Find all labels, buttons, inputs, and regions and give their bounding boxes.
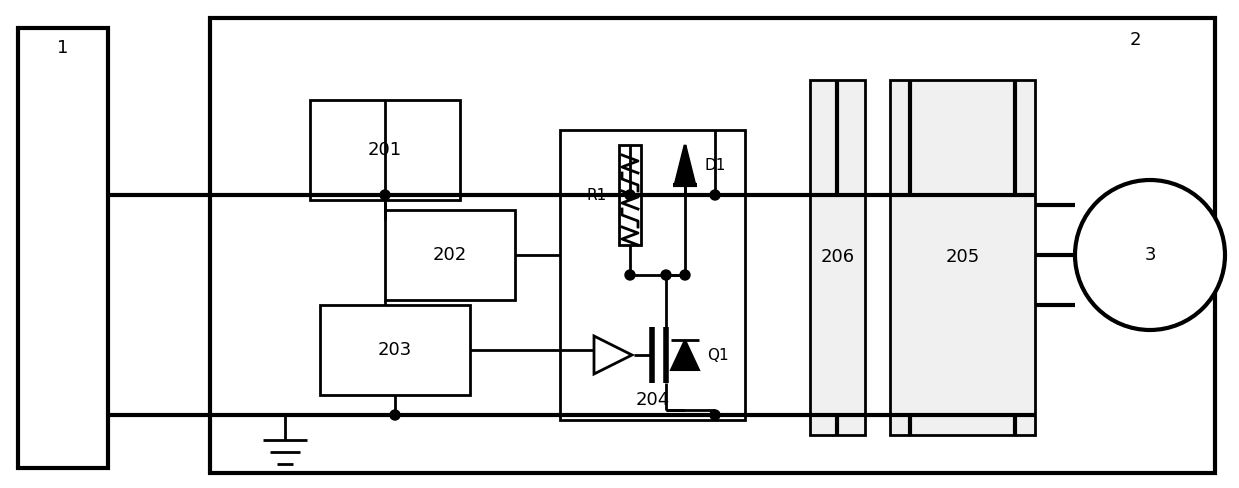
Text: 2: 2 [1129, 31, 1141, 49]
Text: R1: R1 [587, 187, 607, 203]
Circle shape [380, 190, 390, 200]
Text: 204: 204 [636, 391, 669, 409]
Circle shape [624, 190, 636, 200]
Text: 205: 205 [945, 248, 980, 266]
Circle shape [710, 190, 720, 200]
Polygon shape [675, 145, 695, 185]
Bar [620, 145, 641, 245]
Circle shape [680, 270, 690, 280]
Polygon shape [593, 336, 632, 374]
Bar [320, 305, 470, 395]
Text: Q1: Q1 [707, 347, 729, 363]
Text: D1: D1 [705, 158, 726, 172]
Bar [560, 130, 745, 420]
Bar [310, 100, 460, 200]
Text: 203: 203 [378, 341, 413, 359]
Circle shape [624, 270, 636, 280]
Bar [19, 28, 108, 468]
Polygon shape [672, 340, 699, 370]
Circle shape [390, 410, 400, 420]
Bar [209, 18, 1215, 473]
Bar [890, 80, 1035, 435]
Bar [385, 210, 515, 300]
Text: 3: 3 [1145, 246, 1156, 264]
Text: 201: 201 [368, 141, 403, 159]
Text: 206: 206 [820, 248, 855, 266]
Bar [810, 80, 865, 435]
Text: 202: 202 [432, 246, 467, 264]
Circle shape [660, 270, 672, 280]
Circle shape [710, 410, 720, 420]
Circle shape [1075, 180, 1225, 330]
Text: 1: 1 [57, 39, 68, 57]
